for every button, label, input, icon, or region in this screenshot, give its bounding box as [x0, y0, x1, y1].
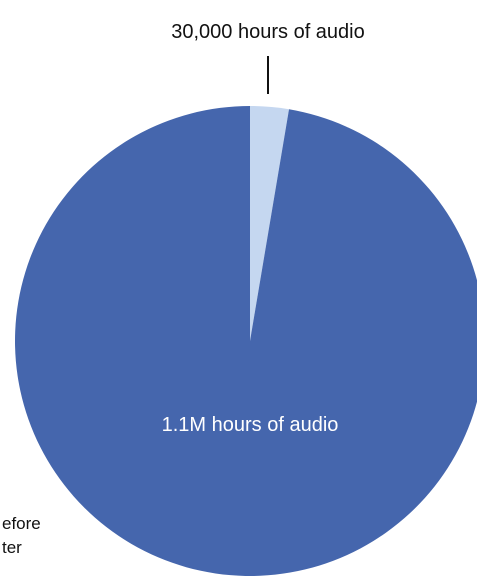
pie-slice-2 — [14, 106, 477, 576]
legend-entry-1: efore — [2, 514, 41, 533]
small-slice-label: 30,000 hours of audio — [171, 21, 365, 43]
pie-slice-1 — [250, 106, 290, 341]
large-slice-label: 1.1M hours of audio — [162, 414, 339, 436]
legend-entry-2: ter — [2, 538, 22, 557]
pie-slices — [14, 106, 477, 576]
